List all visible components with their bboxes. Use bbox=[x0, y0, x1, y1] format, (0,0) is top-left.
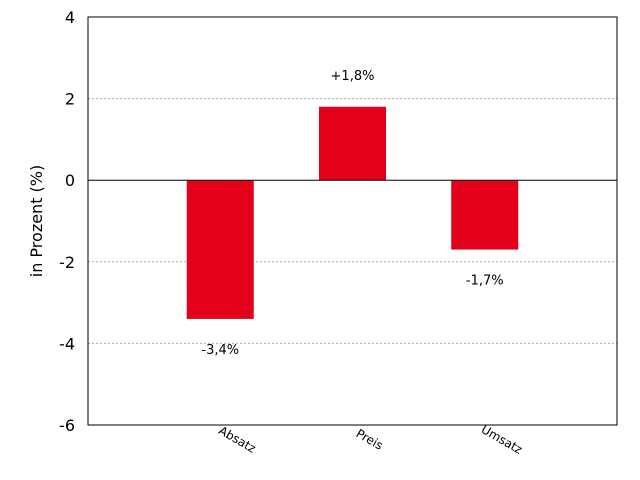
data-label: +1,8% bbox=[331, 69, 375, 84]
x-tick-label: Absatz bbox=[216, 423, 258, 455]
y-tick-label: 4 bbox=[65, 8, 75, 27]
y-tick-label: -4 bbox=[59, 334, 75, 353]
plot-frame bbox=[87, 16, 618, 426]
y-tick-label: -6 bbox=[59, 416, 75, 435]
bars bbox=[186, 106, 519, 319]
y-axis-ticks: -6 -4 -2 0 2 4 bbox=[59, 8, 75, 435]
data-label: -1,7% bbox=[466, 274, 504, 289]
x-axis-ticks: Absatz Preis Umsatz bbox=[216, 422, 525, 457]
y-tick-label: 2 bbox=[65, 90, 75, 109]
y-tick-label: 0 bbox=[65, 171, 75, 190]
data-labels: -3,4% +1,8% -1,7% bbox=[201, 69, 503, 358]
y-axis-title: in Prozent (%) bbox=[27, 165, 46, 277]
bar-umsatz bbox=[451, 180, 519, 250]
bar-absatz bbox=[186, 180, 254, 319]
y-tick-label: -2 bbox=[59, 253, 75, 272]
grid-lines bbox=[88, 98, 617, 344]
x-tick-label: Umsatz bbox=[479, 422, 525, 457]
x-tick-label: Preis bbox=[354, 426, 386, 452]
bar-preis bbox=[319, 106, 386, 181]
data-label: -3,4% bbox=[201, 343, 239, 358]
